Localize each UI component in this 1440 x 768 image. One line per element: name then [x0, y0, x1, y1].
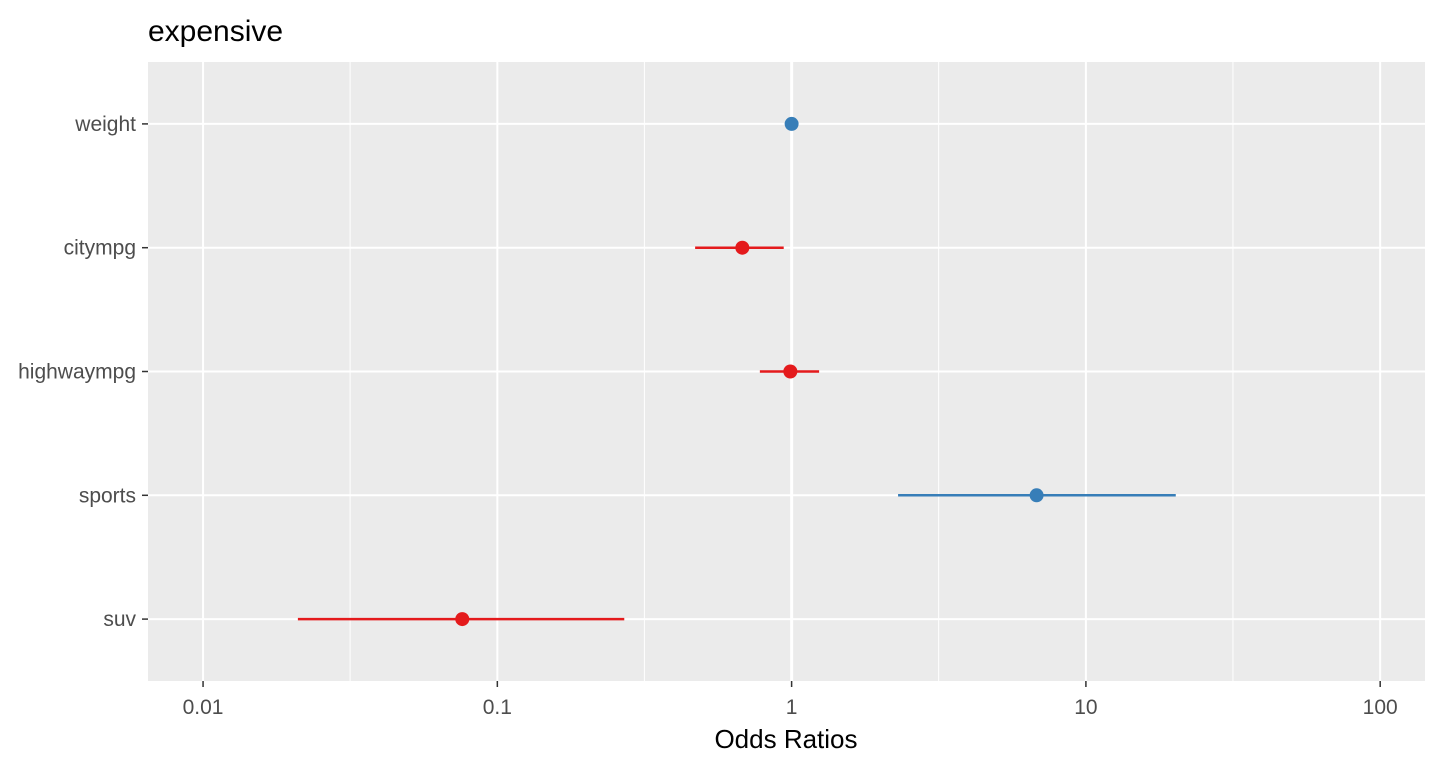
y-tick-label-citympg: citympg — [64, 237, 136, 260]
data-marks — [297, 116, 1176, 627]
y-tick-label-weight: weight — [74, 113, 136, 136]
y-tick-label-sports: sports — [79, 484, 136, 507]
chart-title: expensive — [148, 15, 283, 48]
x-tick-label: 0.1 — [483, 696, 512, 719]
point-sports — [1029, 488, 1044, 503]
y-tick-label-suv: suv — [103, 608, 136, 631]
x-axis-title: Odds Ratios — [714, 724, 857, 754]
x-tick-label: 10 — [1074, 696, 1097, 719]
point-weight — [784, 116, 799, 131]
point-suv — [455, 612, 470, 627]
point-citympg — [735, 240, 750, 255]
x-tick-label: 100 — [1363, 696, 1398, 719]
y-tick-label-highwaympg: highwaympg — [18, 361, 136, 384]
x-tick-label: 0.01 — [183, 696, 224, 719]
x-axis: 0.01 0.1 1 10 100 — [183, 681, 1398, 719]
x-tick-label: 1 — [786, 696, 798, 719]
point-highwaympg — [783, 364, 798, 379]
y-axis: weight citympg highwaympg sports suv — [18, 113, 148, 631]
